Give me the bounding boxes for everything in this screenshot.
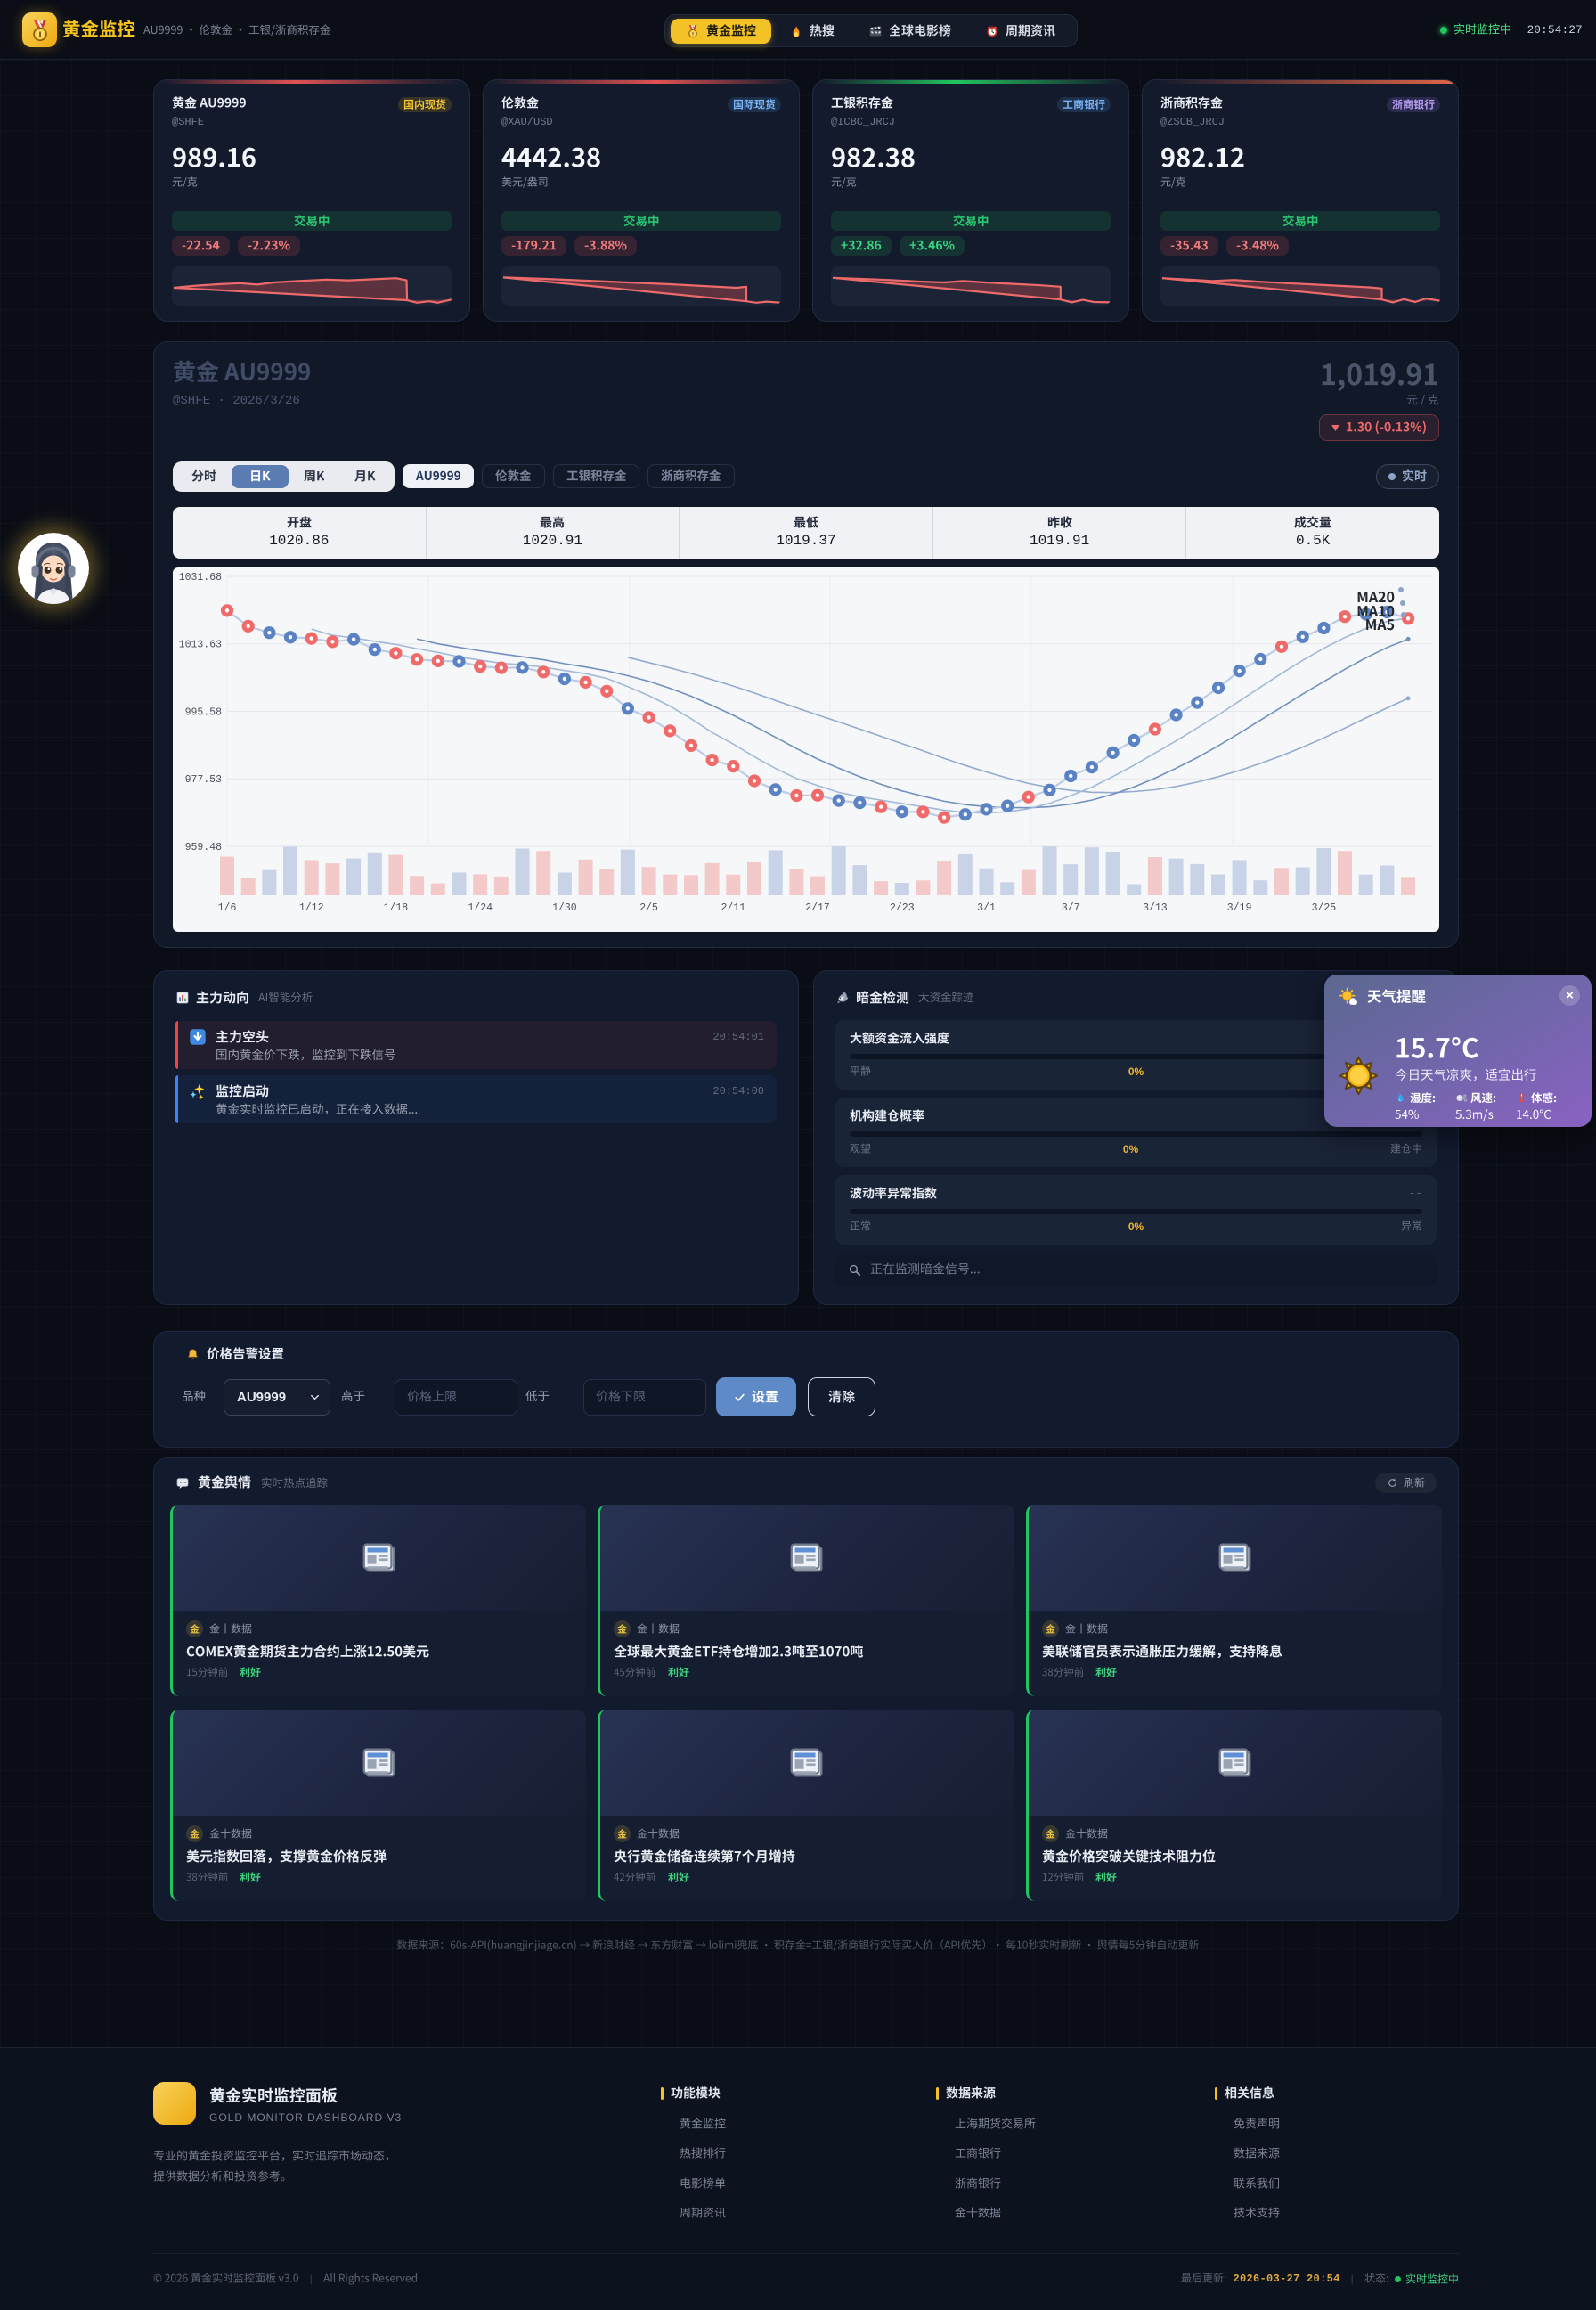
svg-text:1/6: 1/6 xyxy=(218,902,237,914)
svg-text:995.58: 995.58 xyxy=(185,706,223,718)
svg-text:3/7: 3/7 xyxy=(1062,902,1080,914)
svg-text:3/19: 3/19 xyxy=(1227,902,1252,914)
svg-text:2/23: 2/23 xyxy=(890,902,915,914)
svg-text:1/12: 1/12 xyxy=(299,902,324,914)
svg-text:1/18: 1/18 xyxy=(384,902,409,914)
svg-text:2/17: 2/17 xyxy=(805,902,830,914)
svg-text:3/25: 3/25 xyxy=(1312,902,1337,914)
svg-text:1/30: 1/30 xyxy=(552,902,577,914)
svg-text:1013.63: 1013.63 xyxy=(179,639,222,650)
svg-text:3/13: 3/13 xyxy=(1143,902,1168,914)
svg-text:959.48: 959.48 xyxy=(185,842,223,853)
svg-text:1/24: 1/24 xyxy=(468,902,493,914)
svg-text:3/1: 3/1 xyxy=(977,902,996,914)
svg-text:2/11: 2/11 xyxy=(721,902,745,914)
svg-text:2/5: 2/5 xyxy=(639,902,658,914)
svg-text:977.53: 977.53 xyxy=(185,774,223,786)
svg-text:1031.68: 1031.68 xyxy=(179,572,222,584)
